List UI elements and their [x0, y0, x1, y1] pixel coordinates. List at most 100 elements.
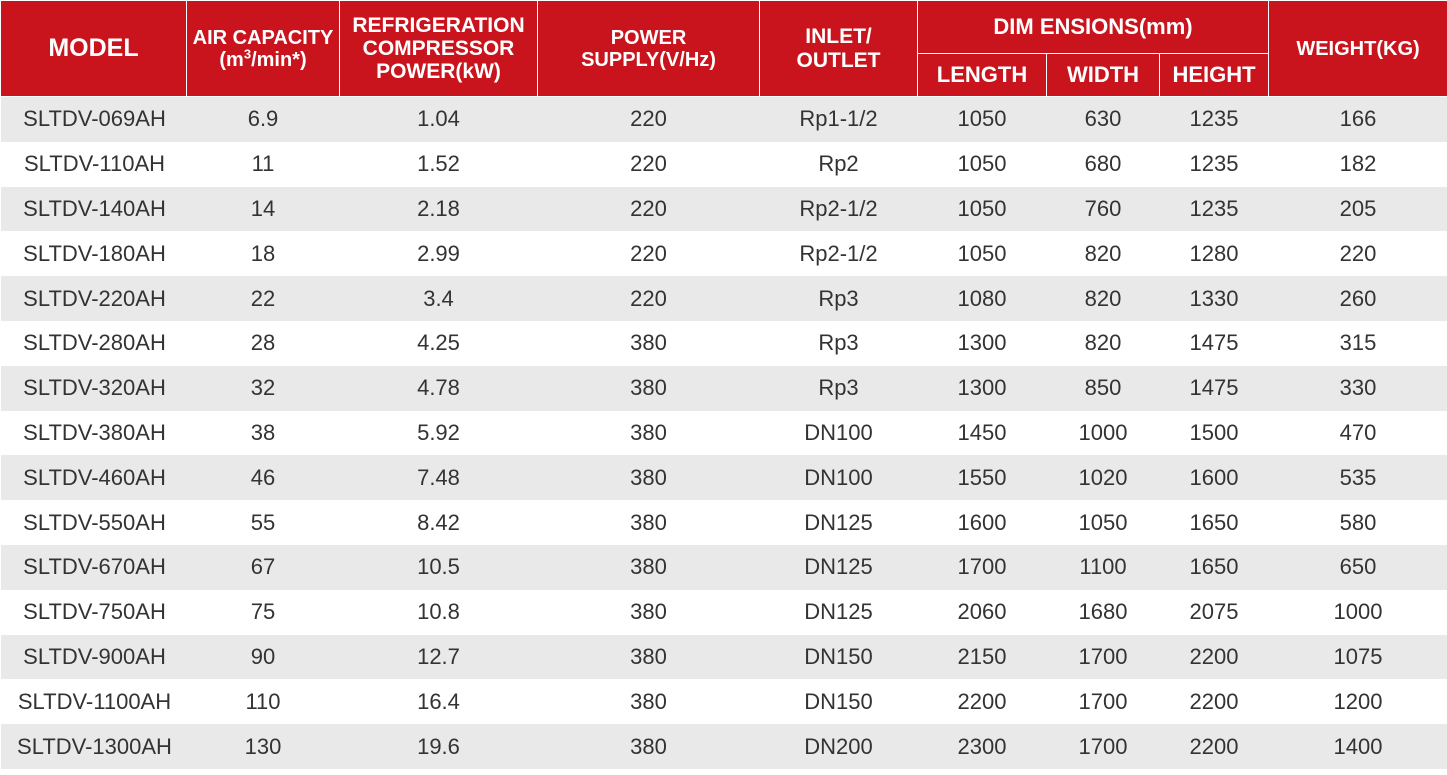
cell-inlet-outlet: Rp3 [759, 320, 918, 366]
cell-model: SLTDV-750AH [0, 589, 187, 635]
cell-air-capacity: 55 [186, 500, 340, 545]
cell-power-supply: 220 [537, 186, 760, 232]
cell-air-capacity: 130 [186, 724, 340, 769]
cell-height: 2075 [1159, 589, 1269, 635]
cell-model: SLTDV-220AH [0, 276, 187, 321]
cell-width: 1700 [1046, 679, 1160, 725]
cell-power-supply: 380 [537, 410, 760, 456]
cell-compressor-power: 7.48 [339, 455, 538, 501]
cell-width: 680 [1046, 141, 1160, 187]
cell-weight: 1075 [1268, 634, 1447, 680]
cell-height: 1330 [1159, 276, 1269, 321]
cell-width: 1050 [1046, 500, 1160, 545]
cell-compressor-power: 2.18 [339, 186, 538, 232]
cell-weight: 182 [1268, 141, 1447, 187]
cell-width: 1000 [1046, 410, 1160, 456]
cell-width: 1680 [1046, 589, 1160, 635]
cell-inlet-outlet: DN125 [759, 589, 918, 635]
cell-inlet-outlet: DN200 [759, 724, 918, 769]
cell-model: SLTDV-380AH [0, 410, 187, 456]
table-row: SLTDV-380AH 38 5.92 380 DN100 1450 1000 1500 470 [0, 410, 1447, 456]
header-width: WIDTH [1046, 53, 1160, 97]
cell-length: 2150 [917, 634, 1047, 680]
cell-power-supply: 380 [537, 544, 760, 590]
cell-model: SLTDV-140AH [0, 186, 187, 232]
table-row: SLTDV-1300AH 130 19.6 380 DN200 2300 1700 2200 1… [0, 724, 1447, 769]
cell-length: 2200 [917, 679, 1047, 725]
cell-width: 760 [1046, 186, 1160, 232]
header-compressor-power: REFRIGERATION COMPRESSOR POWER(kW) [339, 0, 538, 97]
table-row: SLTDV-320AH 32 4.78 380 Rp3 1300 850 1475 330 [0, 365, 1447, 411]
cell-air-capacity: 67 [186, 544, 340, 590]
cell-inlet-outlet: Rp1-1/2 [759, 96, 918, 142]
cell-air-capacity: 14 [186, 186, 340, 232]
cell-height: 1600 [1159, 455, 1269, 501]
cell-compressor-power: 8.42 [339, 500, 538, 545]
cell-width: 820 [1046, 276, 1160, 321]
table-row: SLTDV-180AH 18 2.99 220 Rp2-1/2 1050 820 1280 22… [0, 231, 1447, 277]
cell-height: 2200 [1159, 634, 1269, 680]
table-row: SLTDV-460AH 46 7.48 380 DN100 1550 1020 1600 535 [0, 455, 1447, 501]
cell-air-capacity: 46 [186, 455, 340, 501]
table-row: SLTDV-1100AH 110 16.4 380 DN150 2200 1700 2200 1… [0, 679, 1447, 725]
cell-compressor-power: 10.5 [339, 544, 538, 590]
cell-height: 2200 [1159, 724, 1269, 769]
cell-width: 630 [1046, 96, 1160, 142]
cell-length: 1550 [917, 455, 1047, 501]
cell-compressor-power: 12.7 [339, 634, 538, 680]
cell-width: 1100 [1046, 544, 1160, 590]
cell-height: 1235 [1159, 186, 1269, 232]
cell-air-capacity: 110 [186, 679, 340, 725]
table-body: SLTDV-069AH 6.9 1.04 220 Rp1-1/2 1050 630 1235 1… [0, 96, 1447, 769]
cell-inlet-outlet: DN125 [759, 500, 918, 545]
header-length: LENGTH [917, 53, 1047, 97]
cell-height: 1280 [1159, 231, 1269, 277]
cell-length: 2060 [917, 589, 1047, 635]
cell-power-supply: 380 [537, 589, 760, 635]
cell-inlet-outlet: DN150 [759, 634, 918, 680]
cell-weight: 315 [1268, 320, 1447, 366]
cell-height: 1650 [1159, 544, 1269, 590]
cell-height: 1500 [1159, 410, 1269, 456]
cell-weight: 1000 [1268, 589, 1447, 635]
cell-length: 1300 [917, 365, 1047, 411]
cell-power-supply: 220 [537, 276, 760, 321]
table-row: SLTDV-069AH 6.9 1.04 220 Rp1-1/2 1050 630 1235 1… [0, 96, 1447, 142]
table-row: SLTDV-900AH 90 12.7 380 DN150 2150 1700 2200 107… [0, 634, 1447, 680]
table-row: SLTDV-280AH 28 4.25 380 Rp3 1300 820 1475 315 [0, 320, 1447, 366]
cell-width: 1700 [1046, 724, 1160, 769]
cell-air-capacity: 32 [186, 365, 340, 411]
cell-power-supply: 380 [537, 634, 760, 680]
cell-model: SLTDV-1300AH [0, 724, 187, 769]
table-header: MODEL AIR CAPACITY (m3/min*) REFRIGERATI… [0, 0, 1447, 97]
cell-compressor-power: 1.04 [339, 96, 538, 142]
header-dimensions: DIM ENSIONS(mm) [917, 0, 1269, 54]
cell-length: 1050 [917, 186, 1047, 232]
cell-length: 1600 [917, 500, 1047, 545]
cell-inlet-outlet: Rp2 [759, 141, 918, 187]
cell-power-supply: 380 [537, 455, 760, 501]
header-weight: WEIGHT(KG) [1268, 0, 1447, 97]
table-row: SLTDV-110AH 11 1.52 220 Rp2 1050 680 1235 182 [0, 141, 1447, 187]
cell-compressor-power: 1.52 [339, 141, 538, 187]
cell-inlet-outlet: DN125 [759, 544, 918, 590]
table-row: SLTDV-670AH 67 10.5 380 DN125 1700 1100 1650 650 [0, 544, 1447, 590]
cell-power-supply: 220 [537, 96, 760, 142]
header-height: HEIGHT [1159, 53, 1269, 97]
cell-height: 1650 [1159, 500, 1269, 545]
cell-weight: 220 [1268, 231, 1447, 277]
cell-power-supply: 380 [537, 320, 760, 366]
cell-power-supply: 380 [537, 724, 760, 769]
header-inlet-outlet: INLET/ OUTLET [759, 0, 918, 97]
cell-weight: 205 [1268, 186, 1447, 232]
table-row: SLTDV-220AH 22 3.4 220 Rp3 1080 820 1330 260 [0, 276, 1447, 321]
cell-model: SLTDV-110AH [0, 141, 187, 187]
cell-inlet-outlet: Rp2-1/2 [759, 231, 918, 277]
cell-weight: 1200 [1268, 679, 1447, 725]
cell-compressor-power: 3.4 [339, 276, 538, 321]
cell-inlet-outlet: Rp3 [759, 365, 918, 411]
cell-width: 820 [1046, 320, 1160, 366]
cell-weight: 580 [1268, 500, 1447, 545]
header-air-capacity: AIR CAPACITY (m3/min*) [186, 0, 340, 97]
